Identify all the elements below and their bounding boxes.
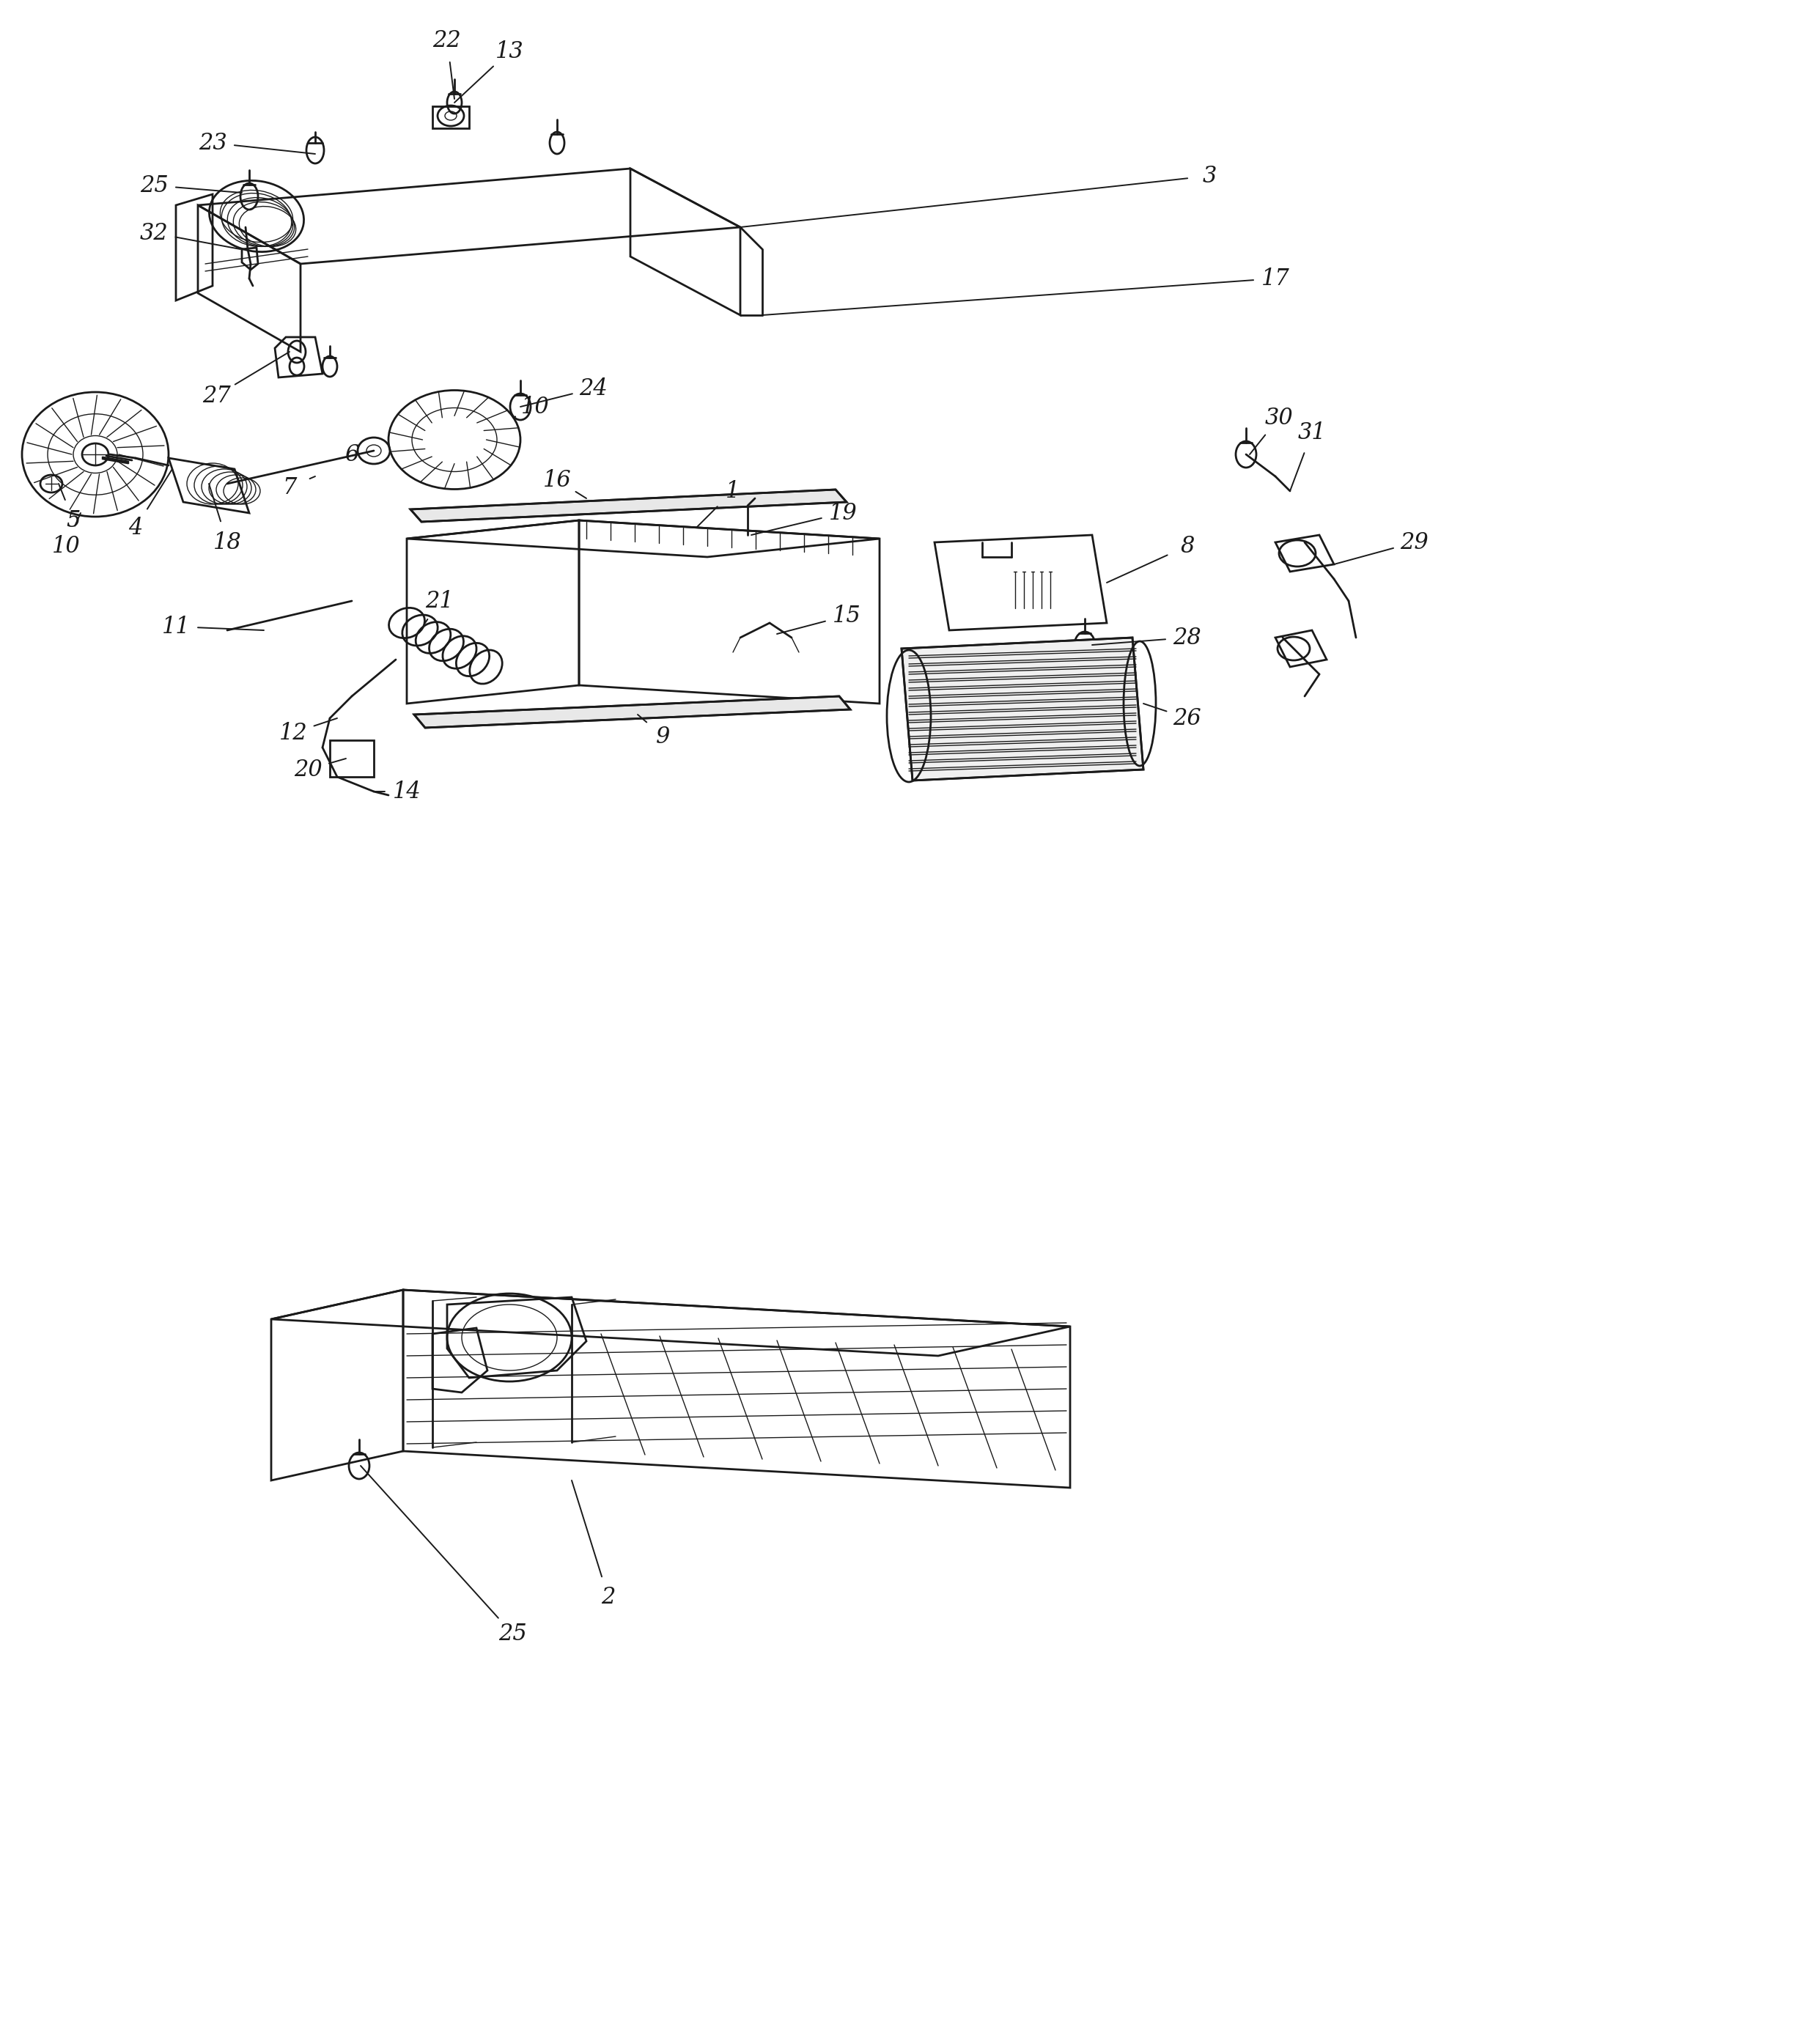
Text: 25: 25 <box>140 174 169 196</box>
Text: 1: 1 <box>725 480 740 503</box>
Text: 11: 11 <box>162 615 190 638</box>
Text: 14: 14 <box>393 781 422 803</box>
Text: 27: 27 <box>203 384 230 407</box>
Text: 15: 15 <box>833 605 862 628</box>
Text: 30: 30 <box>1265 407 1292 429</box>
Text: 3: 3 <box>1203 164 1217 188</box>
Polygon shape <box>415 697 851 728</box>
Polygon shape <box>901 638 1143 781</box>
Text: 10: 10 <box>52 536 81 558</box>
Text: 4: 4 <box>129 517 142 540</box>
Text: 5: 5 <box>66 509 81 531</box>
Text: 8: 8 <box>1181 536 1194 558</box>
Polygon shape <box>411 491 847 521</box>
Text: 31: 31 <box>1298 421 1327 444</box>
Text: 32: 32 <box>140 221 169 245</box>
Text: 16: 16 <box>542 468 571 491</box>
Text: 17: 17 <box>1262 268 1289 290</box>
Text: 20: 20 <box>294 758 321 781</box>
Text: 9: 9 <box>657 726 670 748</box>
Text: 10: 10 <box>521 394 549 419</box>
Text: 26: 26 <box>1174 707 1201 730</box>
Text: 28: 28 <box>1174 625 1201 648</box>
Text: 12: 12 <box>278 722 307 744</box>
Text: 6: 6 <box>345 444 359 466</box>
Text: 7: 7 <box>282 476 296 499</box>
Text: 13: 13 <box>495 41 524 63</box>
Text: 19: 19 <box>829 501 856 525</box>
Text: 23: 23 <box>199 131 226 153</box>
Text: 29: 29 <box>1400 531 1429 554</box>
Text: 18: 18 <box>214 531 241 554</box>
Text: 22: 22 <box>433 29 461 51</box>
Text: 24: 24 <box>580 376 609 401</box>
Text: 2: 2 <box>601 1586 616 1609</box>
Text: 21: 21 <box>425 589 454 613</box>
Text: 25: 25 <box>499 1623 528 1645</box>
